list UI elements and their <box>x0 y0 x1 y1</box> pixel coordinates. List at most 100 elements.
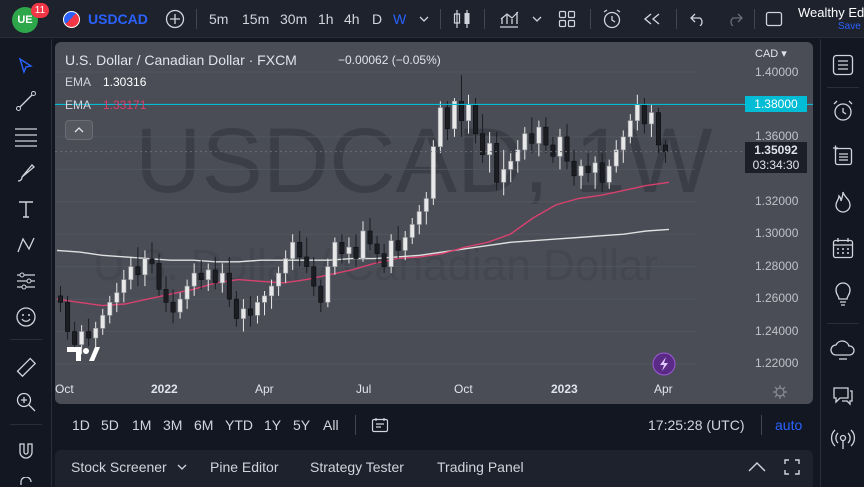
trend-line-tool[interactable] <box>12 87 40 115</box>
replay-button[interactable] <box>640 0 664 38</box>
more-tools[interactable] <box>12 471 40 487</box>
candle-body-down <box>494 143 500 183</box>
layout-select-button[interactable] <box>763 0 785 38</box>
range-1m[interactable]: 1M <box>132 417 152 433</box>
time-tick: 2023 <box>551 382 578 396</box>
toolbar-divider <box>196 9 197 29</box>
legend-title[interactable]: U.S. Dollar / Canadian Dollar · FXCM <box>65 52 297 68</box>
cursor-tool[interactable] <box>12 52 40 80</box>
auto-scale-button[interactable]: auto <box>775 417 803 433</box>
settings-icon[interactable] <box>773 385 787 399</box>
candle <box>283 250 289 283</box>
range-5d[interactable]: 5D <box>101 417 119 433</box>
tab-trading-panel[interactable]: Trading Panel <box>437 459 524 475</box>
go-to-date-button[interactable] <box>371 407 389 443</box>
brush-tool[interactable] <box>12 159 40 187</box>
prediction-tool[interactable] <box>12 267 40 295</box>
interval-1h[interactable]: 1h <box>318 11 334 27</box>
interval-4h[interactable]: 4h <box>344 11 360 27</box>
range-6m[interactable]: 6M <box>194 417 214 433</box>
range-1d[interactable]: 1D <box>72 417 90 433</box>
chats-button[interactable] <box>829 381 857 409</box>
chart-canvas[interactable]: USDCAD, 1W U.S. Dollar / Canadian Dollar <box>55 42 813 404</box>
date-range-bar: 1D 5D 1M 3M 6M YTD 1Y 5Y All 17:25:28 (U… <box>55 407 813 443</box>
currency-text: CAD <box>755 48 779 60</box>
tab-pine-editor[interactable]: Pine Editor <box>210 459 279 475</box>
horizontal-line-layer[interactable] <box>55 103 813 153</box>
range-5y[interactable]: 5Y <box>293 417 311 433</box>
chart-pane[interactable]: USDCAD, 1W U.S. Dollar / Canadian Dollar… <box>55 42 813 404</box>
candle-body-up <box>430 146 436 199</box>
candle-body-up <box>177 298 183 313</box>
redo-icon <box>730 13 743 26</box>
save-link[interactable]: Save <box>838 21 861 32</box>
maximize-panel-button[interactable] <box>784 450 800 484</box>
templates-dropdown[interactable] <box>530 0 544 38</box>
candle-body-down <box>135 266 141 276</box>
redo-button[interactable] <box>723 0 747 38</box>
magnet-tool[interactable] <box>12 437 40 465</box>
candle <box>564 123 570 170</box>
text-tool[interactable] <box>12 195 40 223</box>
candle-body-up <box>114 292 120 303</box>
alerts-button[interactable] <box>829 97 857 125</box>
zoom-tool[interactable] <box>12 388 40 416</box>
candle <box>648 104 654 137</box>
range-1y[interactable]: 1Y <box>264 417 282 433</box>
layout-name[interactable]: Wealthy Ed <box>798 5 864 20</box>
pattern-tool[interactable] <box>12 231 40 259</box>
timezone-button[interactable]: 17:25:28 (UTC) <box>648 417 745 433</box>
undo-icon <box>690 13 703 26</box>
interval-5m[interactable]: 5m <box>209 11 229 27</box>
candle <box>578 159 584 189</box>
data-window-button[interactable] <box>829 142 857 170</box>
symbol-search-button[interactable]: USDCAD <box>88 11 148 27</box>
calendar-button[interactable] <box>829 234 857 262</box>
legend-ema-slow[interactable]: EMA 1.30316 <box>65 75 146 89</box>
compare-symbol-button[interactable] <box>163 0 187 38</box>
currency-label[interactable]: CAD ▾ <box>755 48 787 60</box>
legend-collapse-button[interactable] <box>65 120 93 140</box>
interval-dropdown[interactable] <box>417 0 431 38</box>
alert-button[interactable] <box>600 0 624 38</box>
icons-tool[interactable] <box>12 303 40 331</box>
fib-tool[interactable] <box>12 123 40 151</box>
tab-stock-screener[interactable]: Stock Screener <box>71 450 187 484</box>
candle-body-down <box>571 160 577 177</box>
tradingview-logo[interactable] <box>67 347 100 361</box>
range-all[interactable]: All <box>323 417 339 433</box>
undo-button[interactable] <box>686 0 710 38</box>
candle-body-down <box>459 100 464 121</box>
watchlist-button[interactable] <box>829 51 857 79</box>
interval-d[interactable]: D <box>372 11 383 27</box>
layout-button[interactable] <box>555 0 579 38</box>
list-icon <box>832 54 854 76</box>
collapse-panel-button[interactable] <box>748 450 766 484</box>
hline-price-label[interactable]: 1.38000 <box>745 96 807 112</box>
legend-ema-fast[interactable]: EMA 1.33171 <box>65 98 146 112</box>
candle-body-down <box>311 266 317 287</box>
magnet-icon <box>19 443 33 459</box>
candle-body-up <box>620 136 626 151</box>
indicators-button[interactable] <box>497 0 521 38</box>
tab-strategy-tester[interactable]: Strategy Tester <box>310 459 404 475</box>
candle-body-up <box>515 149 521 162</box>
ideas-button[interactable] <box>829 280 857 308</box>
candle-body-up <box>451 100 457 130</box>
chart-type-button[interactable] <box>450 0 474 38</box>
hotlists-button[interactable] <box>829 188 857 216</box>
range-3m[interactable]: 3M <box>163 417 183 433</box>
range-ytd[interactable]: YTD <box>225 417 253 433</box>
interval-30m[interactable]: 30m <box>280 11 308 27</box>
measure-tool[interactable] <box>12 353 40 381</box>
watermark-symbol: USDCAD, 1W <box>135 110 713 212</box>
broadcast-button[interactable] <box>829 425 857 453</box>
notification-badge[interactable]: 11 <box>31 3 49 18</box>
streams-button[interactable] <box>829 336 857 364</box>
candle-body-up <box>269 285 275 297</box>
candle-body-up <box>283 258 289 274</box>
lightning-icon[interactable] <box>652 352 676 376</box>
interval-w[interactable]: W <box>393 11 407 27</box>
interval-15m[interactable]: 15m <box>242 11 270 27</box>
candle <box>93 321 99 350</box>
